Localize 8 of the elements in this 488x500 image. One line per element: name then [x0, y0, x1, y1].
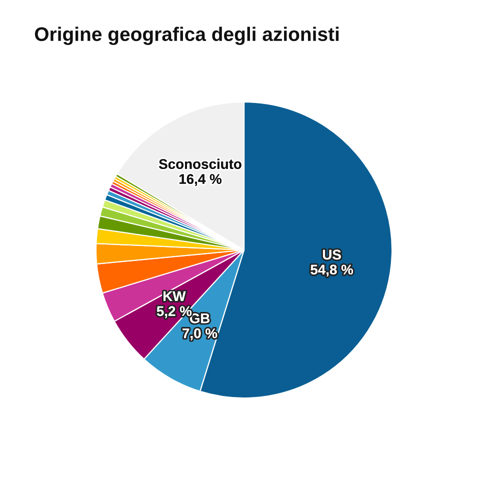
- slice-label: GB: [190, 313, 210, 324]
- slice-label: Sconosciuto: [158, 158, 242, 169]
- chart-title: Origine geografica degli azionisti: [34, 26, 339, 45]
- slice-label: KW: [164, 291, 186, 301]
- data-label: 54,8 %: [310, 264, 354, 277]
- data-label: 7,0 %: [182, 328, 218, 340]
- data-label: 16,4 %: [180, 174, 222, 186]
- slice-label: US: [322, 250, 341, 260]
